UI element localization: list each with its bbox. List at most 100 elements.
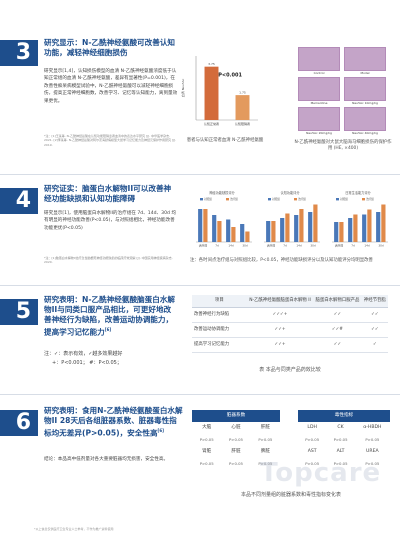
category-label: 认知正常者 xyxy=(204,121,219,126)
bar-1 xyxy=(235,95,250,120)
legend-swatch xyxy=(226,198,229,201)
note-line-2: +：P<0.001； #：P<0.05； xyxy=(52,360,122,366)
cell: 心脏 xyxy=(231,425,241,430)
row-label: 提高学习记忆能力 xyxy=(192,337,247,353)
table-header: 项目 xyxy=(192,295,247,308)
category-label: 7d xyxy=(351,244,355,248)
cell: P>0.05 xyxy=(229,437,243,442)
table-row: P>0.05 P>0.05 P>0.05 xyxy=(192,434,280,446)
bar-对照组 xyxy=(198,209,203,242)
legend-swatch xyxy=(268,198,271,201)
micrograph-label: Model xyxy=(360,71,370,75)
table-row: 肾脏 肝脏 脾脏 xyxy=(192,446,280,458)
table-row: P>0.05 P>0.05 P>0.05 xyxy=(192,458,280,470)
bar-对照组 xyxy=(308,212,313,242)
table-title: 脏器系数 xyxy=(192,410,280,422)
legend-label: 治疗组 xyxy=(298,197,306,201)
bar-对照组 xyxy=(348,218,353,242)
heading-ref: [6] xyxy=(104,327,112,332)
section-4: 4 研究证实：脑蛋白水解物II可以改善神经功能缺损和认知功能障碍 研究显示[1]… xyxy=(0,176,400,284)
micrograph-control xyxy=(298,47,340,71)
bar-0 xyxy=(204,66,219,120)
cell: 肝脏 xyxy=(231,449,241,454)
bar-治疗组 xyxy=(313,204,318,242)
micrograph-mid-dose xyxy=(298,107,340,131)
section-divider xyxy=(0,174,400,175)
micrograph-high-dose xyxy=(344,107,386,131)
toxicity-table: 毒性指标 LDH CK α-HBDH P>0.05 P>0.05 P>0.05 AST A… xyxy=(298,410,390,470)
chart-title: 认知功能评分 xyxy=(280,191,300,195)
table-header: 神经节苷脂 xyxy=(361,295,388,308)
cell: P>0.05 xyxy=(229,461,243,466)
category-label: 7d xyxy=(283,244,287,248)
bar-value-label: 3.75 xyxy=(208,62,215,66)
cell: P>0.05 xyxy=(199,437,214,442)
section-body: 研究显示[1,4]，认知损伤模型的血清 N-乙酰神经氨酸浓度低于认知正常组的血清… xyxy=(44,69,178,104)
cell: ✓✓✓+ xyxy=(246,307,314,323)
cell: ✓✓ xyxy=(361,307,388,323)
cell: UREA xyxy=(366,449,379,454)
significance-annotation: P<0.001 xyxy=(218,72,242,78)
section-divider xyxy=(0,394,400,395)
cell: ✓✓ xyxy=(361,322,388,338)
table-row: P>0.05 P>0.05 P>0.05 xyxy=(298,434,390,446)
micrograph-caption: N-乙酰神经氨酸对大鼠大脑海马细胞损伤的保护作用 (HE, ×400) xyxy=(294,140,392,151)
legend-label: 对照组 xyxy=(340,197,348,201)
category-label: 14d xyxy=(364,244,370,248)
micrograph-memantine xyxy=(298,77,340,101)
bar-对照组 xyxy=(212,215,217,242)
cognition-chart: 认知功能评分 治疗前 7d 14d 30d 对照组 治疗组 xyxy=(258,190,322,250)
section-number: 6 xyxy=(0,410,38,436)
section-number: 4 xyxy=(0,188,38,214)
cell: AST xyxy=(307,449,317,454)
legend-label: 对照组 xyxy=(204,197,212,201)
category-label: 治疗前 xyxy=(335,244,344,248)
micrograph-label: Memantine xyxy=(310,101,328,105)
bar-对照组 xyxy=(240,224,245,242)
category-label: 治疗前 xyxy=(267,244,276,248)
section-number: 3 xyxy=(0,40,38,66)
micrograph-model xyxy=(344,47,386,71)
cell: P>0.05 xyxy=(333,461,348,466)
table-row: P>0.05 P>0.05 P>0.05 xyxy=(298,458,390,470)
category-label: 认知障碍者 xyxy=(235,121,250,126)
cell: P>0.05 xyxy=(365,461,380,466)
bar-治疗组 xyxy=(367,209,372,242)
section-heading: 研究表明：食用N-乙酰神经氨酸蛋白水解物II 28天后各组脏器系数、脏器毒性指标… xyxy=(44,406,184,439)
section-3: 3 研究显示：N-乙酰神经氨酸可改善认知功能，减轻神经细胞损伤 研究显示[1,4… xyxy=(0,28,400,174)
legend-label: 对照组 xyxy=(272,197,280,201)
bar-对照组 xyxy=(294,215,299,242)
serum-bar-chart: 血清 Neu5Ac 3.75 认知正常者 1.75 认知障碍者 P<0.001 xyxy=(180,44,262,134)
legend-label: 治疗组 xyxy=(230,197,238,201)
bar-治疗组 xyxy=(245,231,250,242)
micrograph-label: Neu5Ac 20mg/kg xyxy=(306,131,332,135)
chart-title: 神经功能缺损评分 xyxy=(209,191,235,195)
bar-治疗组 xyxy=(299,209,304,242)
cell: P>0.05 xyxy=(305,437,320,442)
section-heading: 研究显示：N-乙酰神经氨酸可改善认知功能，减轻神经细胞损伤 xyxy=(44,38,176,57)
legend-swatch xyxy=(336,198,339,201)
table-row: LDH CK α-HBDH xyxy=(298,422,390,434)
cell: α-HBDH xyxy=(363,425,382,430)
bar-value-label: 1.75 xyxy=(239,91,246,95)
legend-swatch xyxy=(294,198,297,201)
bar-对照组 xyxy=(334,222,339,242)
footer-note: *以上信息仅供医疗卫生专业人士参考，不作为推广资料使用 xyxy=(34,527,114,531)
table-caption: 表 本品与同类产品药效比较 xyxy=(259,367,321,373)
category-label: 30d xyxy=(378,244,384,248)
table-title: 毒性指标 xyxy=(298,410,390,422)
section-divider xyxy=(0,285,400,286)
cell: ✓✓+ xyxy=(246,337,314,353)
bar-对照组 xyxy=(376,212,381,242)
cell: 肾脏 xyxy=(202,449,212,454)
chart-caption: 注：各时间点治疗组与对照组比较，P<0.05，神经功能缺损评分以及认知功能评分均… xyxy=(190,258,373,263)
table-header: N-乙酰神经氨酸脑蛋白水解物 II xyxy=(246,295,314,308)
micrograph-label: Control xyxy=(313,71,325,75)
bar-治疗组 xyxy=(217,221,222,242)
bar-对照组 xyxy=(266,221,271,242)
cell: ✓✓# xyxy=(313,322,362,338)
cell: ✓✓ xyxy=(313,337,362,353)
section-refs: *注：[1]脑蛋白水解物II治疗急性脑梗死神经功能缺损的临床疗效观察 [J]. … xyxy=(44,256,173,265)
table-header-row: 项目 N-乙酰神经氨酸脑蛋白水解物 II 脑蛋白水解物口服产品 神经节苷脂 xyxy=(192,295,388,308)
category-label: 7d xyxy=(215,244,219,248)
